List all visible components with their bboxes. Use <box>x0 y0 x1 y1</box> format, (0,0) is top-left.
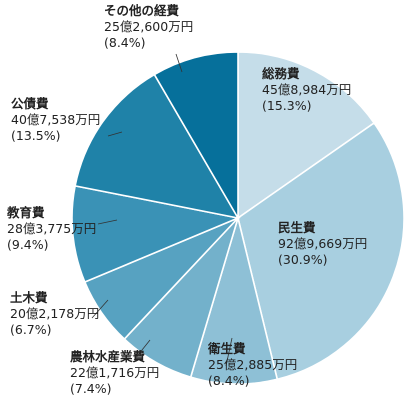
slice-amount-label: 25億2,600万円 <box>104 19 193 34</box>
slice-percent-label: (7.4%) <box>70 381 112 396</box>
slice-amount-label: 92億9,669万円 <box>278 236 367 251</box>
pie-slice <box>237 51 376 220</box>
slice-amount-label: 40億7,538万円 <box>11 112 100 127</box>
slice-percent-label: (15.3%) <box>262 98 311 113</box>
slice-name-label: 公債費 <box>11 96 49 111</box>
slice-amount-label: 25億2,885万円 <box>208 357 297 372</box>
leader-line <box>107 131 123 137</box>
slice-name-label: 民生費 <box>278 220 316 235</box>
slice-percent-label: (30.9%) <box>278 252 327 267</box>
slice-name-label: その他の経費 <box>104 3 180 18</box>
slice-percent-label: (8.4%) <box>208 373 250 388</box>
leader-line <box>225 337 233 367</box>
slice-amount-label: 28億3,775万円 <box>7 221 96 236</box>
slice-name-label: 農林水産業費 <box>70 349 146 364</box>
leader-line <box>133 339 151 361</box>
slice-name-label: 衛生費 <box>207 341 246 356</box>
pie-slice <box>189 214 279 385</box>
leader-line <box>175 53 183 73</box>
pie-slice <box>237 121 405 381</box>
slice-amount-label: 22億1,716万円 <box>70 365 159 380</box>
slice-percent-label: (9.4%) <box>7 237 49 252</box>
leader-line <box>91 299 109 319</box>
slice-name-label: 総務費 <box>262 66 300 81</box>
slice-amount-label: 45億8,984万円 <box>262 82 351 97</box>
slice-percent-label: (13.5%) <box>11 128 60 143</box>
pie-slice <box>153 51 239 221</box>
slice-name-label: 教育費 <box>6 205 45 220</box>
slice-percent-label: (6.7%) <box>10 322 52 337</box>
slice-name-label: 土木費 <box>10 290 48 305</box>
slice-percent-label: (8.4%) <box>104 35 146 50</box>
slice-amount-label: 20億2,178万円 <box>10 306 99 321</box>
pie-slice <box>74 73 240 220</box>
leader-line <box>97 219 118 225</box>
